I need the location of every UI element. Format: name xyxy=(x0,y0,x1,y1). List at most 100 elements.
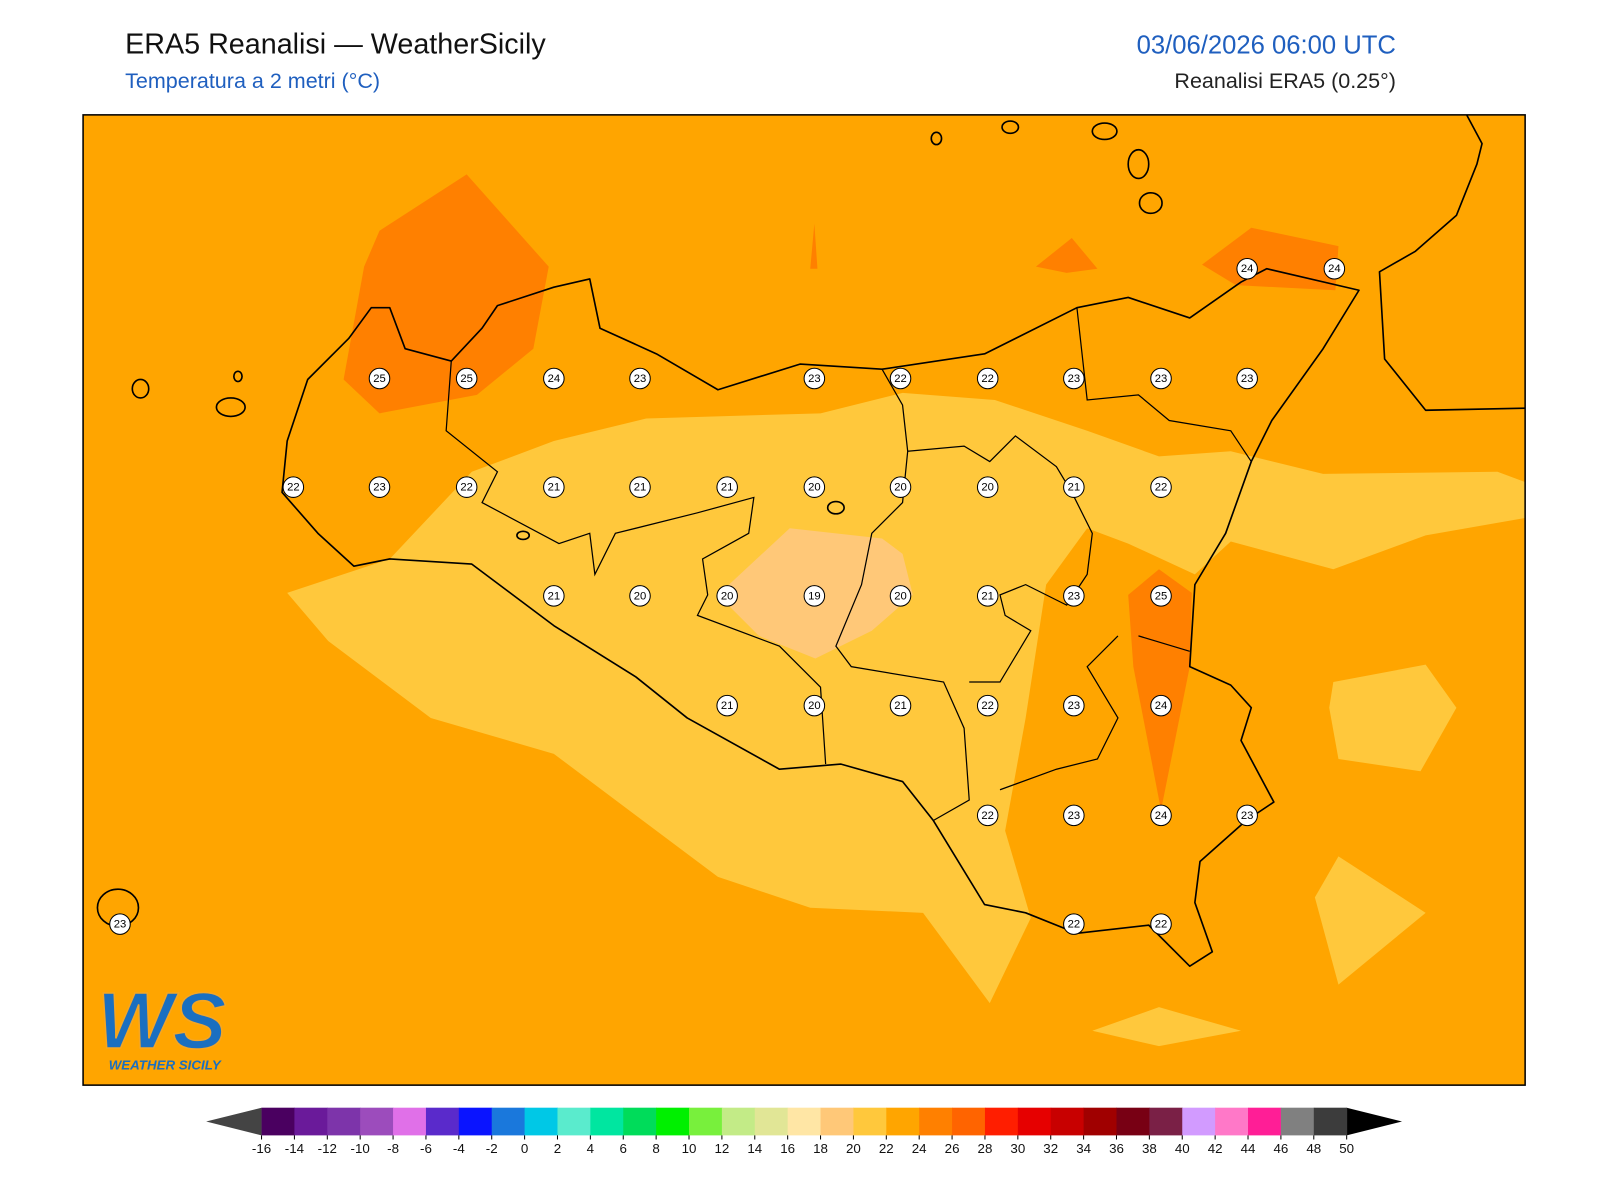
station-marker xyxy=(629,585,651,607)
station-value: 21 xyxy=(548,482,561,494)
colorbar-tick-label: 2 xyxy=(554,1141,561,1156)
contour xyxy=(810,223,818,269)
station-value: 19 xyxy=(808,590,821,602)
colorbar-tick-label: 26 xyxy=(945,1141,960,1156)
map: 24 24 25 25 24 23 23 22 22 23 23 23 22 23 22 21 21 21 20 20… xyxy=(83,114,1526,1086)
station-marker xyxy=(803,585,826,607)
station-marker xyxy=(368,367,391,390)
colorbar-tick-label: 10 xyxy=(682,1141,697,1156)
station-marker xyxy=(1063,804,1085,827)
colorbar-swatch xyxy=(787,1107,822,1136)
stations: 24 24 25 25 24 23 23 22 22 23 23 23 22 23 22 21 21 21 20 20… xyxy=(109,257,1346,935)
station-marker xyxy=(1150,913,1172,935)
station-value: 25 xyxy=(373,373,386,385)
colorbar-tick-label: 28 xyxy=(978,1141,993,1156)
colorbar-tick-label: 16 xyxy=(780,1141,795,1156)
station-value: 21 xyxy=(634,482,647,494)
contour xyxy=(1035,237,1098,273)
colorbar-swatch xyxy=(360,1107,394,1136)
station-marker xyxy=(803,476,826,498)
colorbar-swatch xyxy=(1149,1107,1183,1136)
colorbar-swatch xyxy=(458,1107,493,1136)
colorbar-swatch xyxy=(984,1107,1019,1136)
station-value: 20 xyxy=(634,590,647,602)
colorbar-tick-label: 20 xyxy=(846,1141,861,1156)
station-marker xyxy=(543,585,565,607)
map-frame xyxy=(82,114,1526,1086)
station-value: 23 xyxy=(1068,700,1081,712)
station-value: 23 xyxy=(373,482,386,494)
station-value: 21 xyxy=(721,482,734,494)
colorbar-tick-label: 14 xyxy=(747,1141,762,1156)
station-marker xyxy=(976,367,999,390)
station-value: 22 xyxy=(981,700,994,712)
colorbar-under xyxy=(206,1107,262,1136)
station-value: 24 xyxy=(1155,700,1168,712)
colorbar-tick-label: 4 xyxy=(587,1141,595,1156)
station-marker xyxy=(455,476,478,498)
station-value: 25 xyxy=(1155,590,1168,602)
station-marker xyxy=(543,367,565,390)
station-value: 23 xyxy=(808,373,821,385)
title: ERA5 Reanalisi — WeatherSicily xyxy=(125,28,546,60)
station-value: 23 xyxy=(114,919,127,931)
colorbar: -16 -14 -12 -10 -8 -6 -4 -2 0 2 4 6 8 10 12 14 16 18 20 22 2… xyxy=(206,1107,1403,1156)
logo-text: WEATHER SICILY xyxy=(109,1058,222,1073)
colorbar-tick-label: -4 xyxy=(453,1141,465,1156)
station-marker xyxy=(976,476,999,498)
colorbar-tick-label: -12 xyxy=(318,1141,337,1156)
station-marker xyxy=(282,476,305,498)
station-marker xyxy=(1063,913,1085,935)
colorbar-tick-label: 46 xyxy=(1273,1141,1288,1156)
station-marker xyxy=(716,476,738,498)
colorbar-swatch xyxy=(1182,1107,1216,1136)
station-value: 20 xyxy=(981,482,994,494)
colorbar-swatch xyxy=(393,1107,427,1136)
colorbar-swatch xyxy=(425,1107,460,1136)
colorbar-swatch xyxy=(1248,1107,1282,1136)
contour xyxy=(1092,1007,1242,1047)
station-marker xyxy=(976,694,999,717)
station-value: 22 xyxy=(981,373,994,385)
station-marker xyxy=(1150,367,1172,390)
station-value: 20 xyxy=(808,700,821,712)
station-marker xyxy=(1150,585,1172,607)
colorbar-tick-label: -14 xyxy=(285,1141,305,1156)
station-value: 21 xyxy=(721,700,734,712)
station-marker xyxy=(803,367,826,390)
colorbar-tick-label: 8 xyxy=(652,1141,659,1156)
colorbar-over xyxy=(1346,1107,1403,1136)
station-value: 23 xyxy=(1241,810,1254,822)
colorbar-tick-label: -2 xyxy=(486,1141,498,1156)
station-value: 24 xyxy=(1241,263,1254,275)
station-value: 22 xyxy=(894,373,907,385)
station-value: 24 xyxy=(548,373,561,385)
datetime: 03/06/2026 06:00 UTC xyxy=(1137,31,1396,59)
province-border xyxy=(445,307,1252,822)
colorbar-swatch xyxy=(1313,1107,1348,1136)
colorbar-swatch xyxy=(853,1107,887,1136)
station-marker xyxy=(1323,257,1346,280)
colorbar-tick-label: 18 xyxy=(813,1141,828,1156)
colorbar-swatch xyxy=(754,1107,789,1136)
contour xyxy=(343,174,549,414)
colorbar-swatch xyxy=(820,1107,854,1136)
colorbar-swatch xyxy=(1280,1107,1315,1136)
colorbar-swatch xyxy=(689,1107,723,1136)
station-value: 25 xyxy=(460,373,473,385)
contour xyxy=(1329,664,1457,772)
colorbar-swatch xyxy=(261,1107,295,1136)
contour xyxy=(1128,569,1192,811)
station-marker xyxy=(716,694,738,717)
source: Reanalisi ERA5 (0.25°) xyxy=(1174,69,1395,93)
station-value: 22 xyxy=(1068,919,1081,931)
colorbar-tick-label: 12 xyxy=(714,1141,729,1156)
colorbar-swatch xyxy=(1083,1107,1118,1136)
station-marker xyxy=(455,367,478,390)
station-marker xyxy=(1236,804,1258,827)
station-marker xyxy=(1150,804,1172,827)
station-marker xyxy=(803,694,826,717)
contour xyxy=(1202,227,1339,291)
station-value: 22 xyxy=(1155,482,1168,494)
